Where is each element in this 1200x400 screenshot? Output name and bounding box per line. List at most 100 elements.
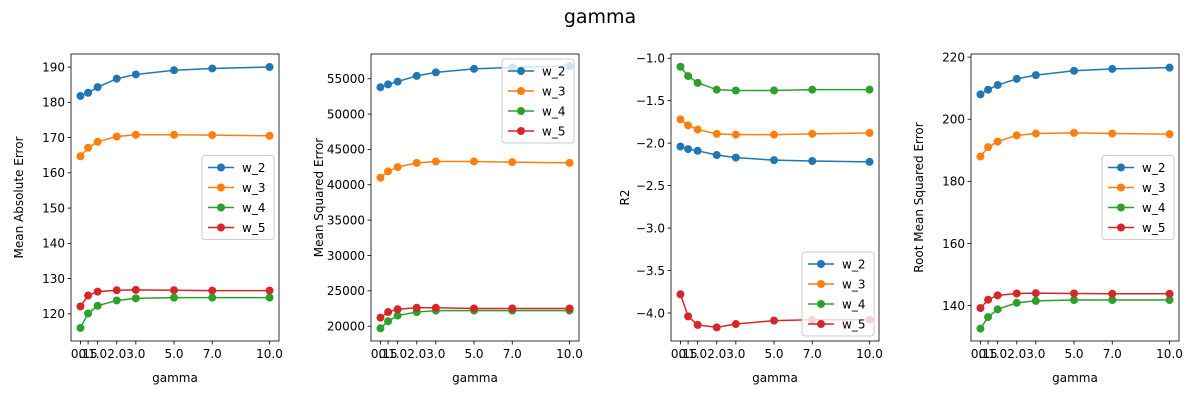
data-point-w_3 (93, 137, 102, 146)
data-point-w_4 (393, 311, 402, 320)
y-tick-label: 25000 (327, 284, 365, 298)
data-point-w_5 (412, 303, 421, 312)
x-tick-label: 10.0 (1156, 347, 1183, 361)
x-axis-label: gamma (152, 371, 198, 385)
data-point-w_3 (1070, 128, 1079, 137)
y-tick-label: 45000 (327, 143, 365, 157)
y-tick-label: 35000 (327, 213, 365, 227)
legend-label-w_3: w_3 (842, 277, 865, 291)
data-point-w_2 (170, 66, 179, 75)
axes-frame (70, 53, 280, 342)
y-tick-label: −4.0 (636, 306, 665, 320)
data-point-w_4 (112, 296, 121, 305)
x-axis-label: gamma (1052, 371, 1098, 385)
data-point-w_5 (676, 290, 685, 299)
y-tick-label: −3.0 (636, 221, 665, 235)
y-tick-label: 160 (942, 237, 965, 251)
data-point-w_2 (393, 77, 402, 86)
data-point-w_4 (993, 305, 1002, 314)
data-point-w_3 (384, 167, 393, 176)
data-point-w_3 (684, 121, 693, 130)
data-point-w_3 (976, 152, 985, 161)
legend-marker-w_3 (217, 183, 225, 192)
data-point-w_3 (1012, 131, 1021, 140)
x-tick-label: 5.0 (164, 347, 183, 361)
data-point-w_3 (731, 130, 740, 139)
legend-marker-w_2 (817, 260, 825, 268)
data-point-w_5 (431, 303, 440, 312)
data-point-w_3 (565, 158, 574, 167)
y-tick-label: 40000 (327, 178, 365, 192)
data-point-w_5 (684, 312, 693, 321)
legend-marker-w_2 (1117, 163, 1125, 172)
data-point-w_3 (470, 157, 479, 166)
data-point-w_2 (265, 63, 274, 72)
legend-marker-w_4 (1117, 203, 1125, 212)
x-tick-label: 0.5 (79, 347, 98, 361)
legend-marker-w_2 (517, 67, 525, 75)
data-point-w_2 (412, 71, 421, 80)
data-point-w_4 (808, 85, 817, 94)
y-tick-label: 140 (942, 299, 965, 313)
chart-panel-3: 0.10.51.0 2.0 3.0 5.0 7.0 10.0 −4.0 −3.5 −3.0 −2.… (618, 52, 883, 385)
x-tick-label: 3.0 (726, 347, 745, 361)
y-tick-label: 180 (942, 175, 965, 189)
x-tick-label: 5.0 (464, 347, 483, 361)
y-tick-label: −3.5 (636, 264, 665, 278)
data-point-w_2 (431, 68, 440, 77)
legend-marker-w_5 (517, 127, 525, 135)
y-tick-label: 120 (42, 307, 65, 321)
data-point-w_5 (93, 287, 102, 296)
y-tick-label: 200 (942, 113, 965, 127)
legend: w_2 w_3 w_4 w_5 (201, 155, 275, 240)
data-point-w_2 (1012, 74, 1021, 83)
legend-marker-w_3 (1117, 183, 1125, 192)
data-point-w_2 (93, 83, 102, 92)
data-point-w_5 (993, 291, 1002, 300)
x-tick-label: 2.0 (1007, 347, 1026, 361)
data-point-w_3 (431, 157, 440, 166)
x-tick-label: 3.0 (126, 347, 145, 361)
chart-panel-2: 0.10.51.0 2.0 3.0 5.0 7.0 10.0 20000 25000 30000… (312, 53, 583, 385)
data-point-w_3 (170, 130, 179, 139)
legend-label-w_4: w_4 (842, 297, 865, 311)
x-tick-label: 1.0 (688, 347, 707, 361)
data-point-w_4 (976, 324, 985, 333)
data-point-w_2 (131, 70, 140, 79)
legend-label-w_5: w_5 (1142, 221, 1165, 235)
data-point-w_2 (112, 74, 121, 83)
data-point-w_3 (84, 143, 93, 152)
y-tick-label: 30000 (327, 249, 365, 263)
legend-label-w_3: w_3 (1142, 181, 1165, 195)
data-point-w_4 (93, 301, 102, 310)
data-point-w_2 (676, 142, 685, 151)
axes-frame (370, 53, 580, 342)
y-tick-label: 130 (42, 272, 65, 286)
legend-marker-w_5 (817, 320, 825, 328)
data-point-w_4 (1070, 296, 1079, 304)
legend-label-w_3: w_3 (242, 181, 265, 195)
x-tick-label: 3.0 (1026, 347, 1045, 361)
x-tick-label: 10.0 (856, 347, 883, 361)
data-point-w_5 (770, 316, 779, 325)
data-point-w_2 (76, 91, 85, 100)
data-point-w_3 (131, 130, 140, 139)
figure-title: gamma (564, 6, 636, 28)
y-tick-label: −2.5 (636, 179, 665, 193)
legend-label-w_5: w_5 (242, 221, 265, 235)
x-tick-label: 3.0 (426, 347, 445, 361)
data-point-w_5 (76, 302, 85, 311)
x-tick-label: 0.1 (671, 347, 690, 361)
legend-marker-w_4 (217, 203, 225, 212)
legend-label-w_2: w_2 (1142, 161, 1165, 175)
y-tick-label: 190 (42, 60, 65, 74)
legend-label-w_2: w_2 (842, 257, 865, 271)
axes-frame (670, 53, 880, 342)
legend-marker-w_3 (517, 87, 525, 95)
x-tick-label: 10.0 (256, 347, 283, 361)
data-point-w_4 (208, 293, 217, 302)
data-point-w_3 (1165, 130, 1174, 139)
data-point-w_4 (865, 85, 874, 94)
data-point-w_2 (1031, 71, 1040, 80)
